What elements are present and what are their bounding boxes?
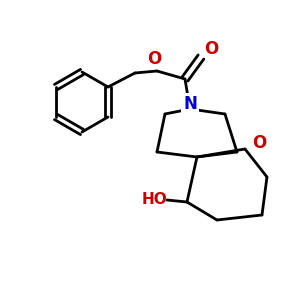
Text: HO: HO — [142, 193, 168, 208]
Text: O: O — [252, 134, 266, 152]
Text: N: N — [183, 95, 197, 113]
Text: O: O — [204, 40, 218, 58]
Text: O: O — [147, 50, 161, 68]
